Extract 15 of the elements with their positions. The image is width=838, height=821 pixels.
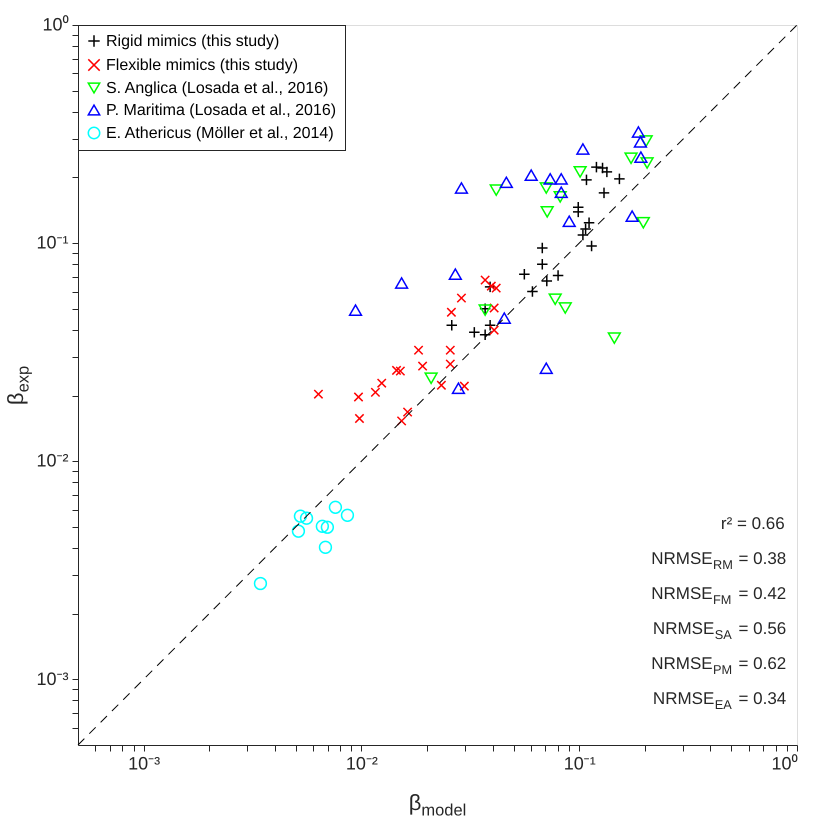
y-tick-label: 10⁻³	[36, 668, 69, 689]
x-tick-label: 10⁻²	[346, 754, 378, 774]
legend-label: S. Anglica (Losada et al., 2016)	[106, 80, 328, 97]
x-tick-label: 10⁰	[771, 754, 798, 774]
legend-label: P. Maritima (Losada et al., 2016)	[106, 102, 336, 119]
x-tick-label: 10⁻¹	[564, 754, 596, 774]
x-tick-label: 10⁻³	[128, 754, 160, 774]
annotation: r² = 0.66	[720, 514, 785, 533]
y-tick-label: 10⁻¹	[36, 232, 69, 253]
y-tick-label: 10⁻²	[36, 450, 69, 471]
y-axis-title: βexp	[3, 366, 33, 406]
y-tick-label: 10⁰	[42, 14, 68, 34]
legend-label: Flexible mimics (this study)	[106, 57, 298, 74]
legend-label: E. Athericus (Möller et al., 2014)	[106, 125, 334, 142]
legend-label: Rigid mimics (this study)	[106, 33, 280, 50]
